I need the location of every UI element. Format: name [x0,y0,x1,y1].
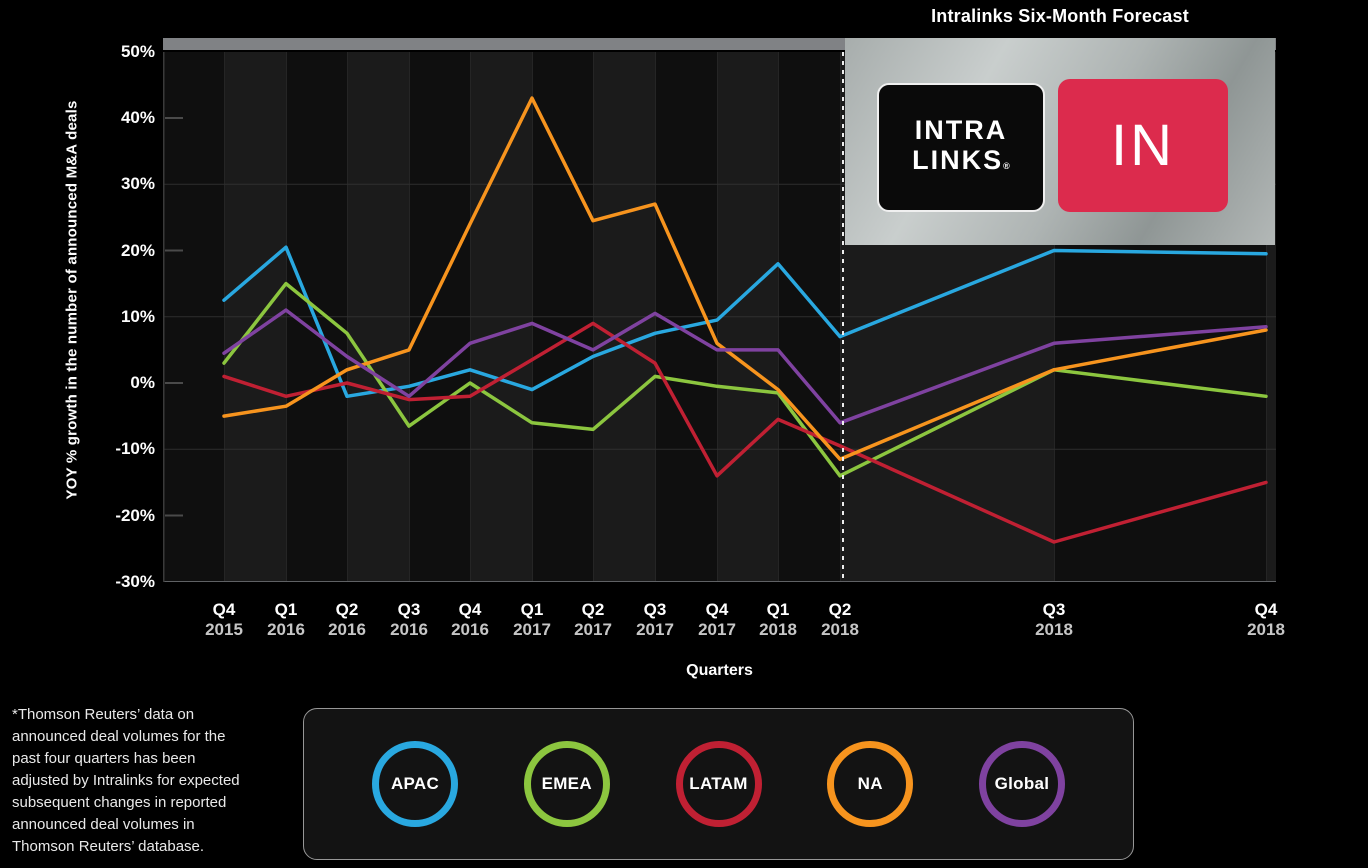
legend-ring-icon: APAC [372,741,458,827]
legend-ring-icon: LATAM [675,741,762,827]
legend-label: LATAM [689,774,748,793]
series-line-global [222,308,1268,425]
legend: APAC EMEA LATAM NA Global [303,708,1134,860]
legend-item-apac: APAC [372,741,458,827]
y-tick-label: 20% [120,240,155,260]
x-axis-title: Quarters [686,662,753,679]
series-line-apac [222,245,1268,399]
x-tick-label: Q2 2018 [821,600,859,639]
intralinks-wordmark-logo: INTRA LINKS® [877,83,1045,212]
legend-ring-icon: NA [827,741,914,827]
y-tick-label: 10% [120,306,155,326]
legend-item-global: Global [979,741,1065,827]
legend-ring-icon: Global [979,741,1065,827]
x-tick-label: Q4 2015 [205,600,243,639]
intralinks-logo-panel: INTRA LINKS® IN [845,38,1275,245]
y-tick-label: 0% [130,373,155,392]
x-tick-label: Q3 2018 [1035,600,1073,639]
legend-label: EMEA [541,774,592,793]
y-tick-label: 30% [120,174,155,194]
legend-label: Global [994,774,1050,793]
x-tick-label: Q2 2017 [574,600,612,639]
x-tick-label: Q1 2018 [759,600,797,639]
x-axis-tick-labels: Q4 2015 Q1 2016 Q2 2016 Q3 2016 Q4 2016 Q1 2017 Q2 20… [163,600,1285,648]
legend-item-latam: LATAM [675,741,762,827]
legend-item-na: NA [827,741,914,827]
y-tick-label: 40% [120,108,155,127]
y-tick-label: -10% [115,439,155,459]
logo-line-intra: INTRA [914,114,1008,145]
series-line-na [222,96,1268,461]
x-tick-label: Q1 2017 [513,600,551,639]
logo-line-links: LINKS® [912,144,1010,175]
y-tick-label: 50% [120,41,155,61]
x-tick-label: Q2 2016 [328,600,366,639]
y-axis-title: YOY % growth in the number of announced … [63,100,81,500]
legend-item-emea: EMEA [523,741,610,827]
y-tick-label: -20% [115,505,155,525]
x-tick-label: Q3 2016 [390,600,428,639]
x-tick-label: Q4 2017 [698,600,736,639]
x-tick-label: Q4 2018 [1247,600,1285,639]
source-footnote: *Thomson Reuters’ data on announced deal… [12,706,240,855]
series-line-emea [222,281,1268,478]
legend-label: NA [857,774,883,793]
registered-mark-icon: ® [1003,160,1010,171]
intralinks-in-monogram-logo: IN [1058,79,1228,212]
x-tick-label: Q4 2016 [451,600,489,639]
x-tick-label: Q1 2016 [267,600,305,639]
legend-label: APAC [390,774,440,793]
x-tick-label: Q3 2017 [636,600,674,639]
y-tick-label: -30% [115,571,155,591]
series-line-latam [222,321,1268,544]
legend-ring-icon: EMEA [523,741,610,827]
forecast-title: Intralinks Six-Month Forecast [931,6,1189,26]
